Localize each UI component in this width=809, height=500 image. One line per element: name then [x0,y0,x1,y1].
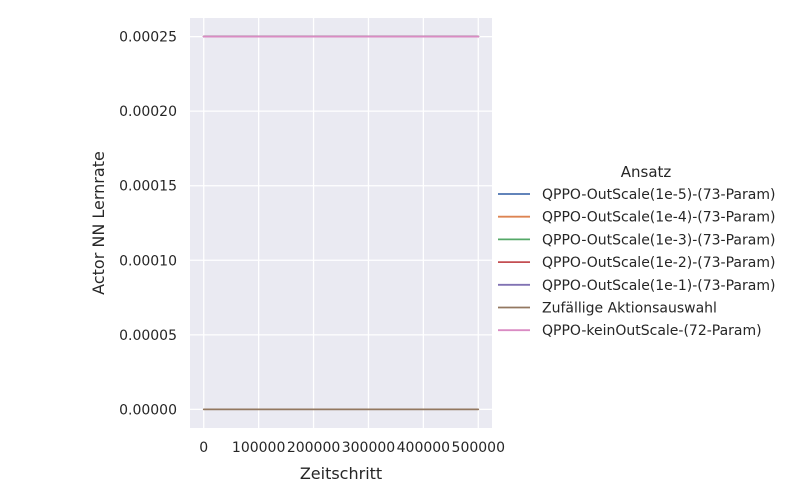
y-tick-label: 0.00020 [119,104,177,120]
x-axis-label: Zeitschritt [300,464,382,483]
x-tick-label: 400000 [397,440,450,456]
legend-label: Zufällige Aktionsauswahl [542,301,717,317]
legend-label: QPPO-OutScale(1e-2)-(73-Param) [542,255,775,271]
legend-label: QPPO-OutScale(1e-4)-(73-Param) [542,210,775,226]
x-tick-label: 200000 [287,440,340,456]
legend-label: QPPO-OutScale(1e-1)-(73-Param) [542,278,775,294]
y-tick-labels: 0.00000 0.00005 0.00010 0.00015 0.00020 0.000… [119,30,177,419]
legend-label: QPPO-OutScale(1e-5)-(73-Param) [542,187,775,203]
series-lines [202,35,480,411]
x-tick-label: 0 [199,440,208,456]
x-tick-label: 500000 [452,440,505,456]
y-tick-label: 0.00025 [119,30,177,46]
y-tick-label: 0.00015 [119,179,177,195]
y-tick-label: 0.00005 [119,328,177,344]
y-tick-label: 0.00010 [119,253,177,269]
x-tick-label: 100000 [232,440,285,456]
x-tick-labels: 0 100000 200000 300000 400000 500000 [199,440,505,456]
legend-label: QPPO-keinOutScale-(72-Param) [542,323,762,339]
y-axis-label: Actor NN Lernrate [89,151,108,295]
plot-area-background [190,18,492,428]
x-tick-label: 300000 [342,440,395,456]
legend-label: QPPO-OutScale(1e-3)-(73-Param) [542,232,775,248]
legend: QPPO-OutScale(1e-5)-(73-Param) QPPO-OutSc… [498,187,775,339]
legend-title: Ansatz [621,163,672,181]
y-tick-label: 0.00000 [119,402,177,418]
